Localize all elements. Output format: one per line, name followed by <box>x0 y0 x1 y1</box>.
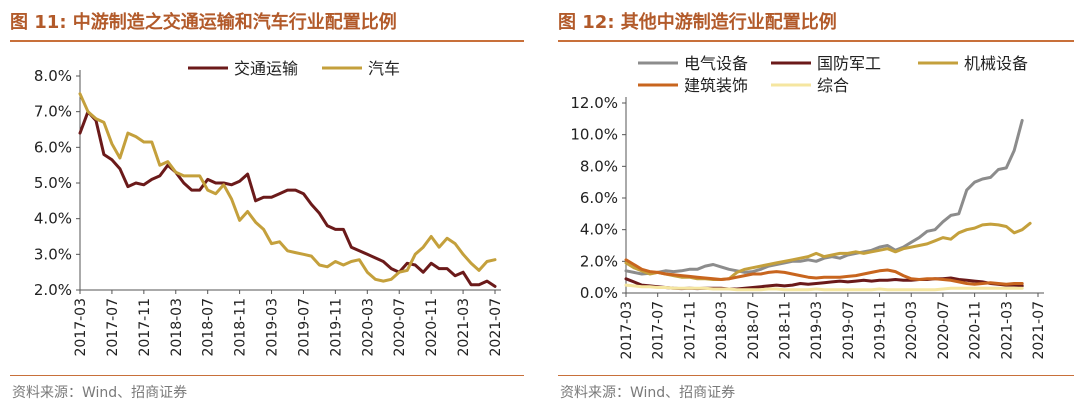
series-line-电气设备 <box>624 118 1024 276</box>
x-tick-label: 2018-11 <box>233 298 249 357</box>
series-line-建筑装饰 <box>624 258 1024 286</box>
x-tick-label: 2017-07 <box>105 298 121 357</box>
x-tick-label: 2019-11 <box>873 301 889 360</box>
x-tick-label: 2018-03 <box>169 298 185 357</box>
legend-label: 汽车 <box>368 59 400 78</box>
y-tick-label: 6.0% <box>34 138 72 156</box>
title-rule <box>10 40 524 42</box>
y-tick-label: 2.0% <box>580 252 618 270</box>
x-tick-label: 2018-03 <box>714 301 730 360</box>
legend-label: 机械设备 <box>964 54 1028 73</box>
y-tick-label: 5.0% <box>34 174 72 192</box>
y-tick-label: 2.0% <box>34 281 72 299</box>
y-tick-label: 4.0% <box>34 210 72 228</box>
x-tick-label: 2021-07 <box>1031 301 1047 360</box>
y-tick-label: 8.0% <box>34 67 72 85</box>
x-tick-label: 2020-07 <box>936 301 952 360</box>
legend-label: 建筑装饰 <box>684 76 748 95</box>
y-tick-label: 8.0% <box>580 157 618 175</box>
x-tick-label: 2018-11 <box>777 301 793 360</box>
x-tick-label: 2017-03 <box>619 301 635 360</box>
figure-title: 图 12: 其他中游制造行业配置比例 <box>558 12 837 33</box>
x-tick-label: 2019-07 <box>841 301 857 360</box>
x-tick-label: 2018-07 <box>746 301 762 360</box>
x-tick-label: 2021-03 <box>456 298 472 357</box>
x-tick-label: 2020-11 <box>424 298 440 357</box>
x-tick-label: 2019-03 <box>809 301 825 360</box>
x-tick-label: 2021-03 <box>999 301 1015 360</box>
x-tick-label: 2019-11 <box>328 298 344 357</box>
x-tick-label: 2020-07 <box>392 298 408 357</box>
x-tick-label: 2020-03 <box>904 301 920 360</box>
series-line-汽车 <box>78 92 497 283</box>
y-tick-label: 6.0% <box>580 189 618 207</box>
y-tick-label: 7.0% <box>34 103 72 121</box>
x-tick-label: 2021-07 <box>488 298 504 357</box>
x-tick-label: 2017-07 <box>651 301 667 360</box>
chart-transport-auto: 2.0% 3.0% 4.0% 5.0% 6.0% 7.0% 8.0% 2017-03 2017-… <box>34 59 504 357</box>
title-rule <box>558 40 1074 42</box>
x-tick-label: 2019-03 <box>265 298 281 357</box>
legend-label: 综合 <box>817 76 849 95</box>
series-line-综合 <box>624 283 1024 292</box>
x-tick-label: 2017-11 <box>682 301 698 360</box>
x-tick-label: 2018-07 <box>201 298 217 357</box>
panel-transport-auto: 图 11: 中游制造之交通运输和汽车行业配置比例 2.0% 3.0% 4.0% 5.0… <box>0 0 530 404</box>
figure-title: 图 11: 中游制造之交通运输和汽车行业配置比例 <box>10 12 397 33</box>
panel-other-midstream: 图 12: 其他中游制造行业配置比例 0.0% 2.0% 4.0% 6.0% 8.0% 1… <box>548 0 1080 404</box>
series-line-交通运输 <box>78 110 497 288</box>
y-tick-label: 4.0% <box>580 221 618 239</box>
x-tick-label: 2019-07 <box>296 298 312 357</box>
legend-label: 电气设备 <box>684 54 748 73</box>
x-tick-label: 2017-03 <box>73 298 89 357</box>
bottom-rule <box>558 375 1074 376</box>
source-note: 资料来源：Wind、招商证券 <box>560 385 736 401</box>
x-tick-label: 2020-11 <box>968 301 984 360</box>
y-tick-label: 3.0% <box>34 245 72 263</box>
y-tick-label: 12.0% <box>570 94 618 112</box>
legend-label: 国防军工 <box>817 54 881 73</box>
legend-label: 交通运输 <box>234 59 298 78</box>
source-note: 资料来源：Wind、招商证券 <box>12 385 188 401</box>
bottom-rule <box>10 375 524 376</box>
x-tick-label: 2020-03 <box>360 298 376 357</box>
x-tick-label: 2017-11 <box>137 298 153 357</box>
y-tick-label: 10.0% <box>570 126 618 144</box>
chart-other-midstream: 0.0% 2.0% 4.0% 6.0% 8.0% 10.0% 12.0% 2017-03 201… <box>570 54 1047 360</box>
y-tick-label: 0.0% <box>580 284 618 302</box>
